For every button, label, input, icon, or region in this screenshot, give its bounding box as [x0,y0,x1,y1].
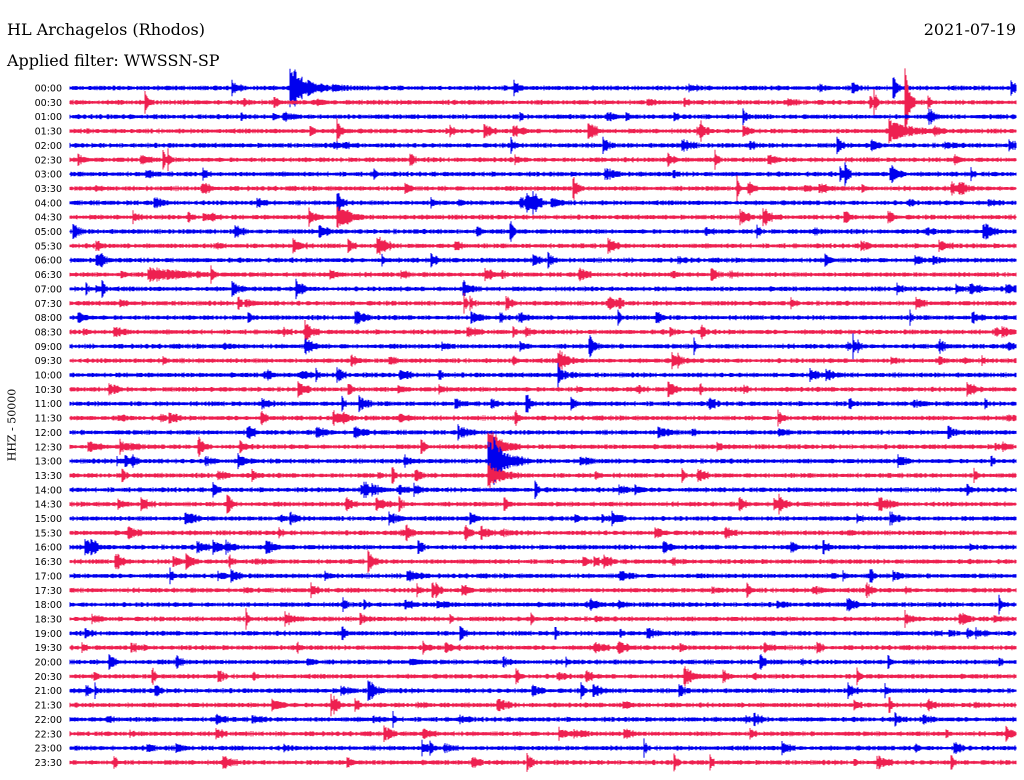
row-time-label: 16:30 [35,557,62,568]
row-time-label: 08:00 [35,313,62,324]
row-time-label: 01:00 [35,112,62,123]
row-time-label: 05:30 [35,241,62,252]
row-time-label: 13:30 [35,471,62,482]
row-time-label: 01:30 [35,127,62,138]
row-time-label: 16:00 [35,543,62,554]
row-time-label: 03:30 [35,184,62,195]
row-time-label: 15:00 [35,514,62,525]
row-time-label: 10:00 [35,371,62,382]
row-time-label: 22:00 [35,715,62,726]
row-time-label: 13:00 [35,457,62,468]
row-time-label: 06:30 [35,270,62,281]
row-time-label: 10:30 [35,385,62,396]
row-time-label: 14:30 [35,500,62,511]
date-label: 2021-07-19 [923,20,1016,39]
row-time-label: 17:00 [35,571,62,582]
row-time-label: 06:00 [35,256,62,267]
row-time-label: 05:00 [35,227,62,238]
row-time-label: 23:30 [35,758,62,769]
row-time-label: 11:30 [35,414,62,425]
row-time-label: 09:00 [35,342,62,353]
row-time-label: 02:00 [35,141,62,152]
row-time-label: 00:00 [35,84,62,95]
row-time-label: 23:00 [35,744,62,755]
row-time-label: 09:30 [35,356,62,367]
row-time-label: 20:30 [35,672,62,683]
row-time-label: 15:30 [35,528,62,539]
station-title: HL Archagelos (Rhodos) [7,20,205,39]
row-time-label: 17:30 [35,586,62,597]
row-time-label: 18:00 [35,600,62,611]
row-time-label: 04:30 [35,213,62,224]
filter-label: Applied filter: WWSSN-SP [7,51,220,70]
row-time-label: 14:00 [35,485,62,496]
row-time-label: 08:30 [35,327,62,338]
row-time-label: 19:00 [35,629,62,640]
row-time-label: 21:30 [35,701,62,712]
row-time-label: 12:30 [35,442,62,453]
row-time-label: 20:00 [35,658,62,669]
row-time-label: 21:00 [35,686,62,697]
row-time-label: 07:30 [35,299,62,310]
row-time-label: 12:00 [35,428,62,439]
row-time-label: 11:00 [35,399,62,410]
row-time-label: 02:30 [35,155,62,166]
row-time-label: 22:30 [35,729,62,740]
row-time-label: 04:00 [35,198,62,209]
row-time-label: 03:00 [35,170,62,181]
row-time-label: 18:30 [35,614,62,625]
row-time-label: 07:00 [35,284,62,295]
row-time-label: 00:30 [35,98,62,109]
row-time-label: 19:30 [35,643,62,654]
